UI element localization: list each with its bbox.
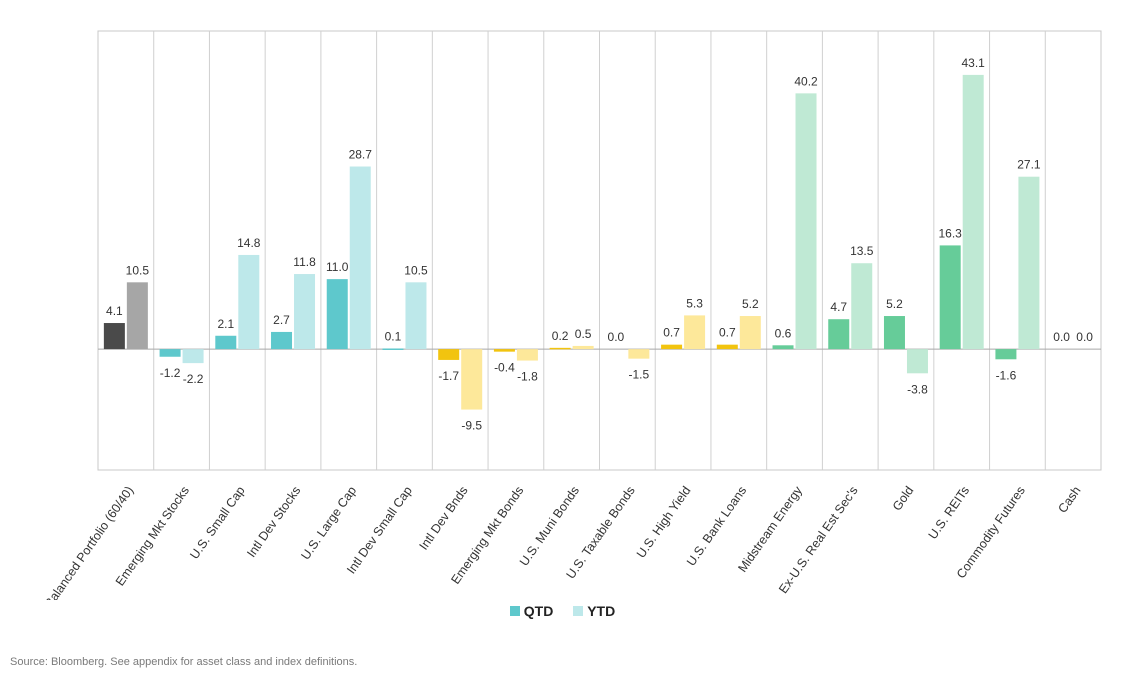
legend-swatch-ytd [573, 606, 584, 616]
chart-legend: QTD YTD [0, 603, 1125, 619]
bar-qtd [159, 349, 181, 357]
bar-ytd [126, 282, 148, 350]
bar-qtd [326, 279, 348, 350]
data-label-ytd: 10.5 [404, 263, 428, 277]
data-label-ytd: -2.2 [183, 372, 204, 386]
bar-ytd [628, 349, 650, 359]
data-label-qtd: -1.2 [160, 366, 181, 380]
bar-qtd [772, 345, 794, 350]
bar-qtd [271, 331, 293, 350]
data-label-qtd: 16.3 [939, 226, 963, 240]
bar-qtd [661, 344, 683, 350]
bar-qtd [828, 319, 850, 350]
bar-ytd [684, 315, 706, 350]
bar-ytd [516, 349, 538, 361]
bar-ytd [461, 349, 483, 410]
category-label: Gold [890, 484, 917, 514]
source-note: Source: Bloomberg. See appendix for asse… [10, 656, 358, 668]
bar-ytd [739, 316, 761, 350]
category-label: Cash [1055, 484, 1083, 516]
bar-qtd [215, 335, 237, 350]
data-label-qtd: 0.0 [608, 330, 625, 344]
bar-qtd [883, 316, 905, 350]
data-label-qtd: 11.0 [326, 260, 349, 274]
bar-ytd [851, 263, 873, 350]
legend-item-qtd: QTD [509, 603, 554, 619]
data-label-ytd: -1.5 [629, 368, 650, 382]
bar-qtd [939, 245, 961, 350]
category-label: U.S. Bank Loans [684, 484, 749, 569]
bar-ytd [906, 349, 928, 374]
data-label-ytd: 0.5 [575, 327, 592, 341]
legend-swatch-qtd [509, 606, 520, 616]
legend-label-ytd: YTD [587, 603, 616, 619]
data-label-ytd: -9.5 [461, 419, 482, 433]
category-label: U.S. Small Cap [187, 484, 248, 562]
data-label-ytd: 0.0 [1076, 330, 1093, 344]
bar-ytd [294, 274, 316, 350]
data-label-ytd: 43.1 [962, 56, 986, 70]
bar-qtd [493, 349, 515, 352]
data-label-ytd: 10.5 [126, 263, 150, 277]
data-label-qtd: 0.6 [775, 326, 792, 340]
data-label-ytd: 5.2 [742, 297, 759, 311]
data-label-ytd: 28.7 [349, 148, 373, 162]
category-label: Intl Dev Stocks [244, 484, 303, 560]
data-label-qtd: -1.7 [438, 369, 459, 383]
data-label-ytd: 13.5 [850, 244, 874, 258]
bar-ytd [572, 345, 594, 350]
bar-chart: 4.1 -1.2 2.1 2.7 11.0 0.1 -1.7 -0.4 0.2 0.0 0.7 0.7… [42, 30, 1102, 600]
data-label-qtd: -1.6 [996, 368, 1017, 382]
data-label-ytd: 11.8 [293, 255, 316, 269]
data-label-qtd: 0.7 [719, 326, 736, 340]
bar-qtd [995, 349, 1017, 360]
data-label-qtd: -0.4 [494, 361, 515, 375]
data-label-ytd: 27.1 [1017, 158, 1041, 172]
data-label-qtd: 4.7 [830, 300, 847, 314]
data-label-qtd: 0.1 [385, 329, 402, 343]
category-label: U.S. High Yield [634, 484, 694, 561]
data-label-ytd: 5.3 [686, 296, 703, 310]
bar-qtd [103, 323, 125, 350]
bar-ytd [1018, 176, 1040, 350]
category-label: U.S. Muni Bonds [517, 484, 582, 569]
data-label-ytd: 40.2 [794, 74, 818, 88]
category-label: Intl Dev Bnds [417, 484, 471, 553]
data-label-qtd: 0.7 [663, 326, 680, 340]
bar-ytd [349, 166, 371, 350]
category-label: U.S. REITs [926, 484, 973, 542]
data-label-ytd: -3.8 [907, 382, 928, 396]
bar-ytd [962, 74, 984, 350]
bar-ytd [405, 282, 427, 350]
data-label-qtd: 4.1 [106, 304, 123, 318]
bar-qtd [549, 347, 571, 350]
bar-qtd [382, 348, 404, 350]
data-label-ytd: 14.8 [237, 236, 261, 250]
bar-ytd [238, 254, 260, 350]
bar-qtd [438, 349, 460, 360]
data-label-qtd: 2.1 [217, 317, 234, 331]
bar-ytd [795, 93, 817, 350]
category-label: U.S. Large Cap [298, 484, 359, 563]
legend-label-qtd: QTD [523, 603, 554, 619]
data-label-qtd: 5.2 [886, 297, 903, 311]
data-label-qtd: 0.0 [1053, 330, 1070, 344]
data-label-qtd: 0.2 [552, 329, 569, 343]
bar-ytd [182, 349, 204, 364]
data-label-ytd: -1.8 [517, 370, 538, 384]
legend-item-ytd: YTD [573, 603, 615, 619]
data-label-qtd: 2.7 [273, 313, 290, 327]
bar-qtd [716, 344, 738, 350]
